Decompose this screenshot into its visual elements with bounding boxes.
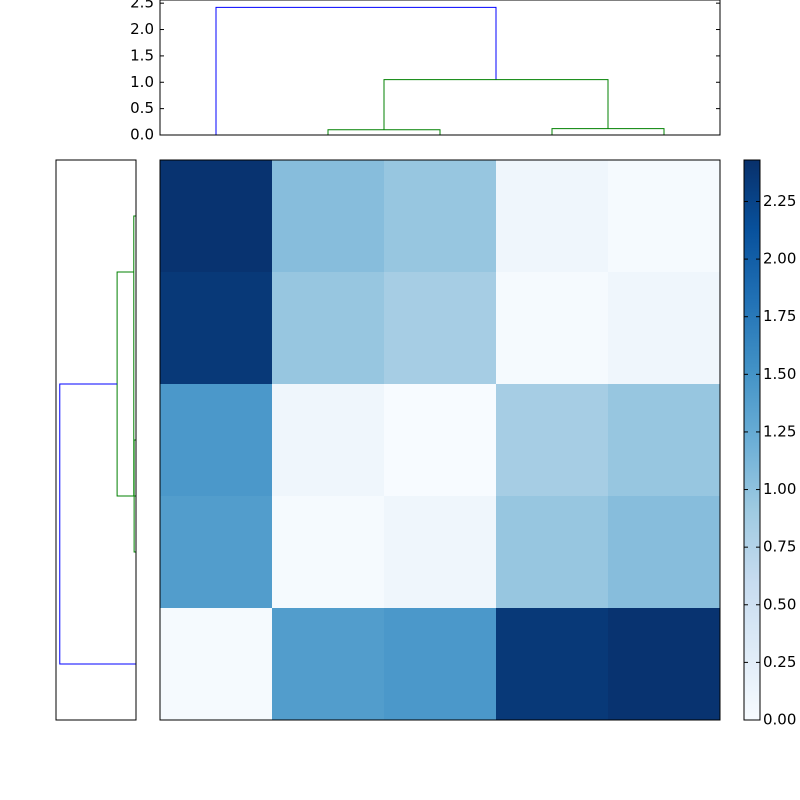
heatmap-cell <box>272 384 385 497</box>
y-tick-label: 0.5 <box>130 99 154 117</box>
axes-frame <box>159 0 721 136</box>
heatmap-cell <box>272 272 385 385</box>
heatmap-cell <box>608 160 721 273</box>
colorbar-tick-label: 0.25 <box>763 653 796 671</box>
heatmap-cell <box>160 160 273 273</box>
colorbar-tick-label: 0.00 <box>763 711 796 729</box>
heatmap-cell <box>160 272 273 385</box>
heatmap-cell <box>384 608 497 721</box>
heatmap-cell <box>496 272 609 385</box>
heatmap-cell <box>496 496 609 609</box>
colorbar-tick-label: 1.25 <box>763 422 796 440</box>
colorbar-tick-label: 1.50 <box>763 365 796 383</box>
heatmap-cell <box>496 608 609 721</box>
axes-frame <box>55 159 137 721</box>
y-tick-label: 2.0 <box>130 20 154 38</box>
y-tick-label: 2.5 <box>130 0 154 12</box>
colorbar-tick-label: 0.50 <box>763 595 796 613</box>
heatmap-cell <box>608 272 721 385</box>
heatmap-cell <box>496 160 609 273</box>
heatmap-cell <box>272 160 385 273</box>
dendrogram-link <box>383 79 609 130</box>
heatmap-cell <box>384 384 497 497</box>
heatmap-cell <box>496 384 609 497</box>
heatmap-cell <box>272 608 385 721</box>
heatmap-cell <box>384 160 497 273</box>
heatmap-cell <box>384 496 497 609</box>
heatmap-cell <box>160 384 273 497</box>
y-tick-label: 1.5 <box>130 46 154 64</box>
dendrogram-link <box>551 128 665 135</box>
y-tick-label: 0.0 <box>130 126 154 144</box>
y-tick-label: 1.0 <box>130 73 154 91</box>
dendrogram-link <box>327 129 441 135</box>
heatmap-cell <box>272 496 385 609</box>
colorbar <box>743 159 761 721</box>
axes-frame <box>159 159 721 721</box>
colorbar-tick-label: 0.75 <box>763 538 796 556</box>
dendrogram-link <box>215 6 497 135</box>
dendrogram-link <box>133 215 136 497</box>
heatmap-cell <box>608 608 721 721</box>
heatmap-cell <box>160 496 273 609</box>
colorbar-tick-label: 1.00 <box>763 480 796 498</box>
colorbar-tick-label: 1.75 <box>763 307 796 325</box>
dendrogram-link <box>116 271 135 497</box>
dendrogram-link <box>59 383 136 665</box>
heatmap-cell <box>384 272 497 385</box>
colorbar-tick-label: 2.00 <box>763 250 796 268</box>
colorbar-tick-label: 2.25 <box>763 192 796 210</box>
heatmap-cell <box>608 496 721 609</box>
heatmap-cell <box>608 384 721 497</box>
heatmap-cell <box>160 608 273 721</box>
